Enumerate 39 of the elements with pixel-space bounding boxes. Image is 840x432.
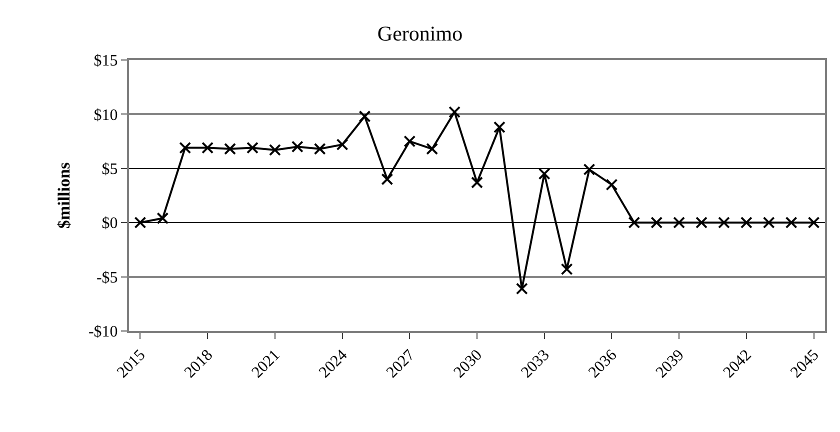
point	[224, 142, 236, 155]
y-axis-title: $millions	[54, 162, 74, 229]
point	[650, 216, 663, 229]
point	[156, 212, 169, 224]
point	[246, 142, 258, 154]
y-tick-label: $15	[94, 52, 118, 70]
y-tick-label: -$10	[88, 324, 118, 341]
point	[808, 216, 820, 229]
point	[314, 142, 326, 155]
point	[718, 216, 730, 229]
point	[606, 178, 618, 191]
y-tick-label: -$5	[96, 269, 118, 286]
point	[268, 144, 281, 156]
point	[404, 135, 416, 148]
point	[134, 216, 146, 229]
point	[291, 140, 304, 153]
point	[673, 216, 686, 229]
point	[538, 168, 550, 180]
point	[336, 138, 348, 151]
point	[628, 216, 640, 229]
point	[516, 282, 528, 295]
point	[426, 142, 438, 155]
point	[448, 106, 461, 118]
point	[202, 142, 214, 154]
point	[358, 110, 371, 122]
point	[785, 216, 798, 229]
point	[740, 216, 752, 229]
point	[696, 216, 708, 229]
point	[179, 142, 192, 154]
point	[583, 163, 596, 176]
chart-title: Geronimo	[377, 22, 463, 46]
point	[762, 216, 775, 229]
point	[560, 263, 573, 276]
y-tick-label: $10	[94, 106, 118, 124]
point	[471, 176, 483, 188]
point	[381, 173, 394, 186]
point	[493, 121, 506, 134]
y-tick-label: $5	[102, 161, 118, 178]
y-tick-label: $0	[102, 215, 118, 232]
